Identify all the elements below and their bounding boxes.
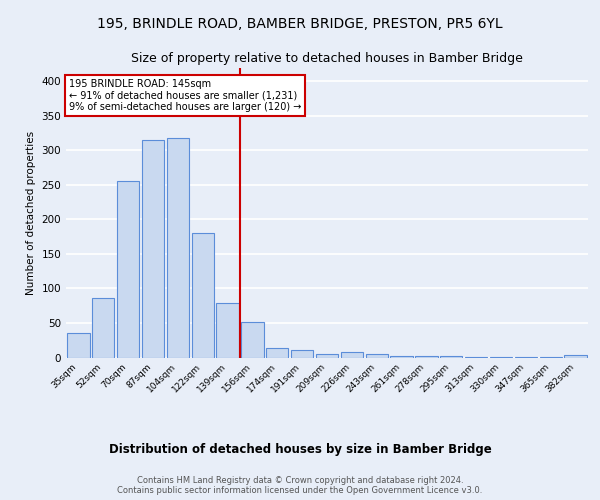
Y-axis label: Number of detached properties: Number of detached properties	[26, 130, 36, 294]
Bar	[539, 357, 562, 358]
Bar	[440, 356, 463, 358]
Bar	[365, 354, 388, 358]
Text: Distribution of detached houses by size in Bamber Bridge: Distribution of detached houses by size …	[109, 442, 491, 456]
Bar	[217, 303, 239, 358]
Bar	[266, 348, 289, 358]
Bar	[391, 356, 413, 358]
Bar	[67, 334, 89, 357]
Bar	[490, 357, 512, 358]
Text: 195 BRINDLE ROAD: 145sqm
← 91% of detached houses are smaller (1,231)
9% of semi: 195 BRINDLE ROAD: 145sqm ← 91% of detach…	[68, 79, 301, 112]
Bar	[241, 322, 263, 358]
Bar	[142, 140, 164, 358]
Bar	[316, 354, 338, 358]
Text: Contains public sector information licensed under the Open Government Licence v3: Contains public sector information licen…	[118, 486, 482, 495]
Bar	[565, 356, 587, 358]
Bar	[167, 138, 189, 358]
Title: Size of property relative to detached houses in Bamber Bridge: Size of property relative to detached ho…	[131, 52, 523, 65]
Bar	[415, 356, 437, 358]
Text: Contains HM Land Registry data © Crown copyright and database right 2024.: Contains HM Land Registry data © Crown c…	[137, 476, 463, 485]
Bar	[191, 232, 214, 358]
Bar	[465, 357, 487, 358]
Bar	[92, 298, 115, 358]
Bar	[341, 352, 363, 358]
Text: 195, BRINDLE ROAD, BAMBER BRIDGE, PRESTON, PR5 6YL: 195, BRINDLE ROAD, BAMBER BRIDGE, PRESTO…	[97, 18, 503, 32]
Bar	[117, 182, 139, 358]
Bar	[515, 357, 537, 358]
Bar	[291, 350, 313, 358]
